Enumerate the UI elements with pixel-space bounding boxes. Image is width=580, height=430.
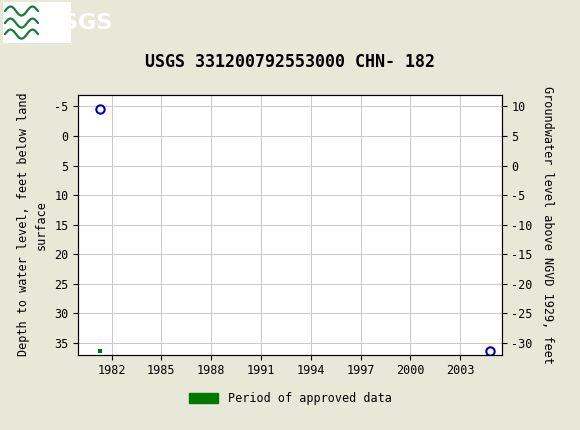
Legend: Period of approved data: Period of approved data [184,387,396,410]
Y-axis label: Groundwater level above NGVD 1929, feet: Groundwater level above NGVD 1929, feet [541,86,554,364]
Y-axis label: Depth to water level, feet below land
surface: Depth to water level, feet below land su… [17,93,48,356]
Text: USGS 331200792553000 CHN- 182: USGS 331200792553000 CHN- 182 [145,53,435,71]
Text: USGS: USGS [44,13,113,33]
Bar [3,2,71,43]
